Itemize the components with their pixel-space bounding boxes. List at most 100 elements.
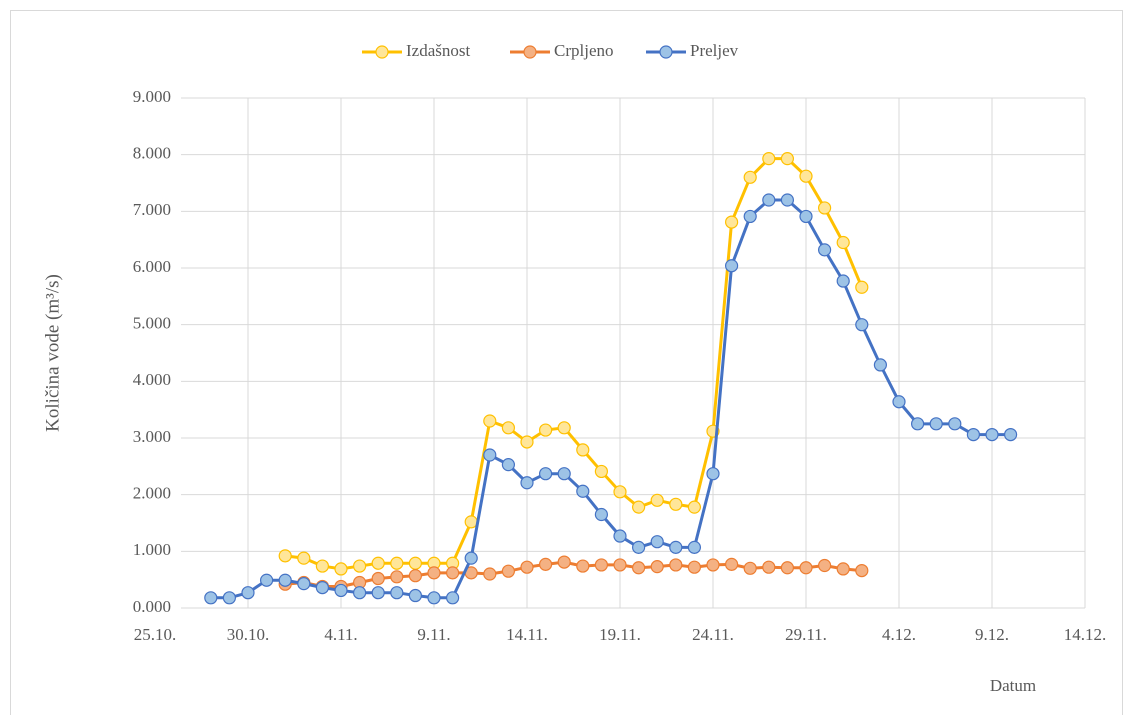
data-point	[241, 586, 255, 600]
data-point	[520, 435, 534, 449]
data-point	[817, 558, 832, 573]
data-point	[873, 358, 888, 372]
data-point	[483, 448, 497, 462]
data-point	[538, 423, 553, 437]
x-tick-label: 9.11.	[417, 625, 450, 644]
data-point	[855, 280, 869, 294]
x-tick-label: 30.10.	[227, 625, 270, 644]
data-point	[594, 507, 609, 522]
data-point	[817, 201, 832, 215]
data-point	[520, 560, 534, 574]
data-point	[669, 558, 683, 572]
y-tick-label: 1.000	[133, 540, 171, 559]
x-tick-label: 14.11.	[506, 625, 548, 644]
data-point	[334, 583, 348, 598]
series-line	[210, 198, 1011, 600]
data-point	[631, 540, 646, 554]
data-point	[613, 485, 627, 499]
data-point	[334, 562, 348, 576]
data-point	[743, 170, 757, 184]
data-point	[948, 417, 962, 431]
data-point	[427, 591, 441, 605]
data-point	[1003, 428, 1018, 442]
data-point	[501, 458, 515, 472]
data-point	[297, 551, 311, 565]
data-point	[260, 573, 274, 587]
data-point	[353, 559, 367, 573]
data-point	[929, 417, 943, 431]
data-point	[687, 560, 702, 574]
data-point	[576, 484, 590, 498]
data-point	[427, 566, 441, 580]
data-point	[222, 591, 236, 605]
data-point	[836, 274, 850, 288]
data-point	[446, 566, 460, 580]
data-point	[799, 209, 813, 224]
data-point	[855, 318, 869, 332]
x-tick-label: 29.11.	[785, 625, 827, 644]
data-point	[464, 515, 478, 529]
legend-label: Preljev	[690, 41, 739, 60]
data-point	[390, 586, 404, 600]
data-point	[631, 561, 646, 575]
y-tick-label: 0.000	[133, 597, 171, 616]
legend-marker	[375, 45, 389, 59]
data-point	[594, 558, 609, 572]
data-point	[501, 564, 515, 578]
data-point	[669, 497, 683, 511]
data-point	[483, 414, 497, 428]
data-point	[817, 243, 832, 257]
data-point	[538, 557, 553, 571]
data-point	[799, 561, 813, 575]
data-point	[390, 570, 404, 584]
data-point	[278, 573, 292, 587]
data-point	[594, 464, 609, 479]
data-point	[408, 569, 422, 583]
data-point	[650, 560, 664, 574]
data-point	[706, 467, 720, 481]
x-tick-label: 24.11.	[692, 625, 734, 644]
data-point	[315, 559, 329, 573]
y-tick-label: 9.000	[133, 87, 171, 106]
x-tick-label: 4.11.	[324, 625, 357, 644]
data-point	[985, 428, 999, 442]
x-tick-label: 4.12.	[882, 625, 916, 644]
data-point	[966, 428, 981, 442]
data-point	[650, 493, 664, 507]
data-point	[836, 235, 850, 250]
data-point	[501, 421, 515, 435]
data-point	[910, 417, 925, 431]
y-tick-label: 6.000	[133, 257, 171, 276]
data-point	[762, 193, 776, 207]
data-point	[371, 556, 385, 570]
data-point	[613, 558, 627, 572]
data-point	[483, 567, 497, 581]
legend-marker	[523, 45, 537, 59]
data-point	[557, 555, 571, 569]
data-point	[371, 586, 385, 600]
data-point	[650, 535, 664, 549]
data-point	[743, 209, 757, 224]
data-point	[631, 500, 646, 514]
data-point	[446, 591, 460, 605]
data-point	[297, 577, 311, 591]
data-point	[724, 215, 739, 229]
data-point	[557, 421, 571, 435]
y-tick-label: 3.000	[133, 427, 171, 446]
legend-label: Crpljeno	[554, 41, 614, 60]
y-tick-label: 8.000	[133, 144, 171, 163]
data-point	[408, 556, 422, 570]
x-axis-title: Datum	[990, 676, 1036, 695]
y-tick-label: 7.000	[133, 200, 171, 219]
x-tick-label: 19.11.	[599, 625, 641, 644]
data-point	[557, 467, 571, 481]
legend-label: Izdašnost	[406, 41, 470, 60]
data-point	[390, 556, 404, 570]
data-point	[576, 559, 590, 573]
y-tick-label: 2.000	[133, 484, 171, 503]
data-point	[371, 571, 385, 586]
x-tick-label: 14.12.	[1064, 625, 1107, 644]
data-point	[799, 169, 813, 183]
data-point	[538, 467, 553, 481]
